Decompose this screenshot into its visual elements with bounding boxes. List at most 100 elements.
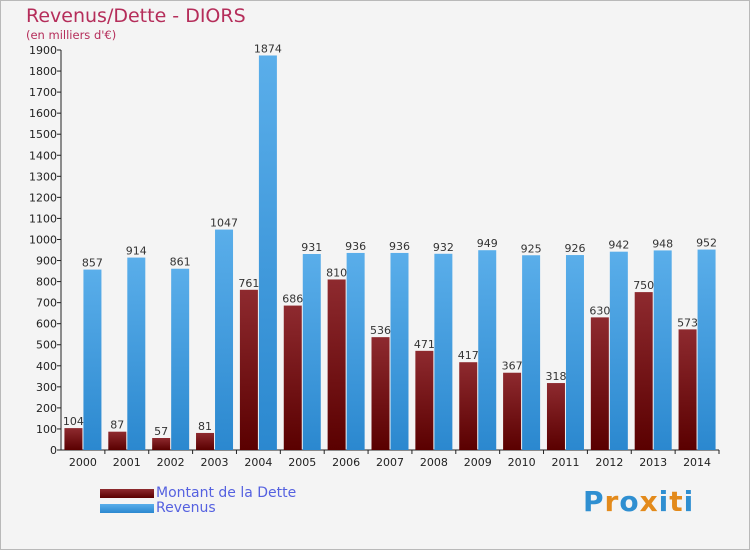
bar-revenue [171, 268, 190, 450]
y-tick-label: 400 [36, 360, 57, 373]
bar-revenue [83, 269, 102, 450]
y-tick-label: 1400 [29, 149, 57, 162]
legend-swatch-revenue [100, 504, 154, 513]
bar-debt [196, 432, 215, 450]
bar-debt [503, 372, 522, 450]
data-label-debt: 573 [677, 316, 698, 329]
data-label-revenue: 914 [126, 245, 147, 258]
bar-revenue [215, 229, 234, 450]
bar-debt [590, 317, 609, 450]
y-tick-label: 900 [36, 255, 57, 268]
logo-letter: i [683, 485, 695, 518]
bar-revenue [697, 249, 716, 450]
legend-swatch-debt [100, 489, 154, 498]
logo-letter: t [669, 485, 684, 518]
data-label-debt: 630 [589, 304, 610, 317]
y-tick-label: 800 [36, 276, 57, 289]
logo-letter: o [619, 485, 640, 518]
proxiti-logo: Proxiti [583, 485, 694, 518]
data-label-debt: 87 [110, 419, 124, 432]
bar-revenue [258, 55, 277, 450]
data-label-debt: 761 [238, 277, 259, 290]
bar-debt [152, 438, 171, 450]
x-tick-label: 2010 [508, 456, 536, 469]
logo-letter: r [604, 485, 620, 518]
x-tick-label: 2002 [157, 456, 185, 469]
data-label-revenue: 926 [564, 242, 585, 255]
y-tick-label: 1800 [29, 65, 57, 78]
x-tick-label: 2007 [376, 456, 404, 469]
data-label-revenue: 861 [170, 256, 191, 269]
x-tick-label: 2008 [420, 456, 448, 469]
data-label-debt: 471 [414, 338, 435, 351]
data-label-debt: 686 [282, 293, 303, 306]
x-tick-label: 2000 [69, 456, 97, 469]
data-label-revenue: 1874 [254, 42, 282, 55]
x-tick-label: 2005 [288, 456, 316, 469]
y-tick-label: 100 [36, 423, 57, 436]
bar-debt [371, 337, 390, 450]
bar-revenue [609, 251, 628, 450]
data-label-debt: 810 [326, 266, 347, 279]
y-tick-label: 1000 [29, 233, 57, 246]
bar-debt [678, 329, 697, 450]
data-label-debt: 57 [154, 425, 168, 438]
bar-revenue [302, 254, 321, 450]
chart-subtitle: (en milliers d'€) [26, 28, 117, 42]
data-label-debt: 750 [633, 279, 654, 292]
x-tick-label: 2014 [683, 456, 711, 469]
bar-debt [64, 428, 83, 450]
logo-letter: i [658, 485, 670, 518]
data-label-revenue: 857 [82, 257, 103, 270]
bar-revenue [478, 250, 497, 450]
data-label-revenue: 931 [301, 241, 322, 254]
bar-revenue [522, 255, 541, 450]
bar-debt [459, 362, 478, 450]
x-tick-label: 2013 [639, 456, 667, 469]
y-tick-label: 1600 [29, 107, 57, 120]
data-label-debt: 367 [502, 360, 523, 373]
data-label-debt: 536 [370, 324, 391, 337]
bar-debt [239, 289, 258, 450]
legend-label-revenue: Revenus [156, 500, 216, 516]
bar-revenue [390, 252, 409, 450]
data-label-revenue: 936 [345, 240, 366, 253]
bar-debt [283, 305, 302, 450]
data-label-debt: 318 [545, 370, 566, 383]
data-label-revenue: 942 [608, 239, 629, 252]
bar-debt [327, 279, 346, 450]
y-tick-label: 1500 [29, 128, 57, 141]
data-label-revenue: 936 [389, 240, 410, 253]
bar-revenue [346, 252, 365, 450]
chart-title: Revenus/Dette - DIORS [26, 5, 246, 27]
y-tick-label: 600 [36, 318, 57, 331]
y-tick-label: 1900 [29, 44, 57, 57]
data-label-revenue: 925 [521, 242, 542, 255]
y-tick-label: 1200 [29, 191, 57, 204]
data-label-revenue: 1047 [210, 217, 238, 230]
x-tick-label: 2012 [595, 456, 623, 469]
x-tick-label: 2011 [551, 456, 579, 469]
x-tick-label: 2001 [113, 456, 141, 469]
y-tick-label: 0 [50, 444, 57, 457]
y-tick-label: 300 [36, 381, 57, 394]
data-label-revenue: 948 [652, 237, 673, 250]
bar-debt [108, 431, 127, 450]
y-tick-label: 200 [36, 402, 57, 415]
bar-revenue [653, 250, 672, 450]
bar-revenue [127, 257, 146, 450]
data-label-debt: 81 [198, 420, 212, 433]
x-tick-label: 2003 [201, 456, 229, 469]
x-tick-label: 2004 [244, 456, 272, 469]
y-tick-label: 1100 [29, 212, 57, 225]
legend-label-debt: Montant de la Dette [156, 485, 297, 501]
data-label-revenue: 952 [696, 237, 717, 250]
bar-revenue [565, 255, 584, 450]
y-tick-label: 1300 [29, 170, 57, 183]
data-label-revenue: 949 [477, 237, 498, 250]
logo-letter: P [583, 485, 605, 518]
bar-debt [546, 383, 565, 450]
data-label-debt: 104 [63, 415, 84, 428]
x-tick-label: 2009 [464, 456, 492, 469]
x-tick-label: 2006 [332, 456, 360, 469]
